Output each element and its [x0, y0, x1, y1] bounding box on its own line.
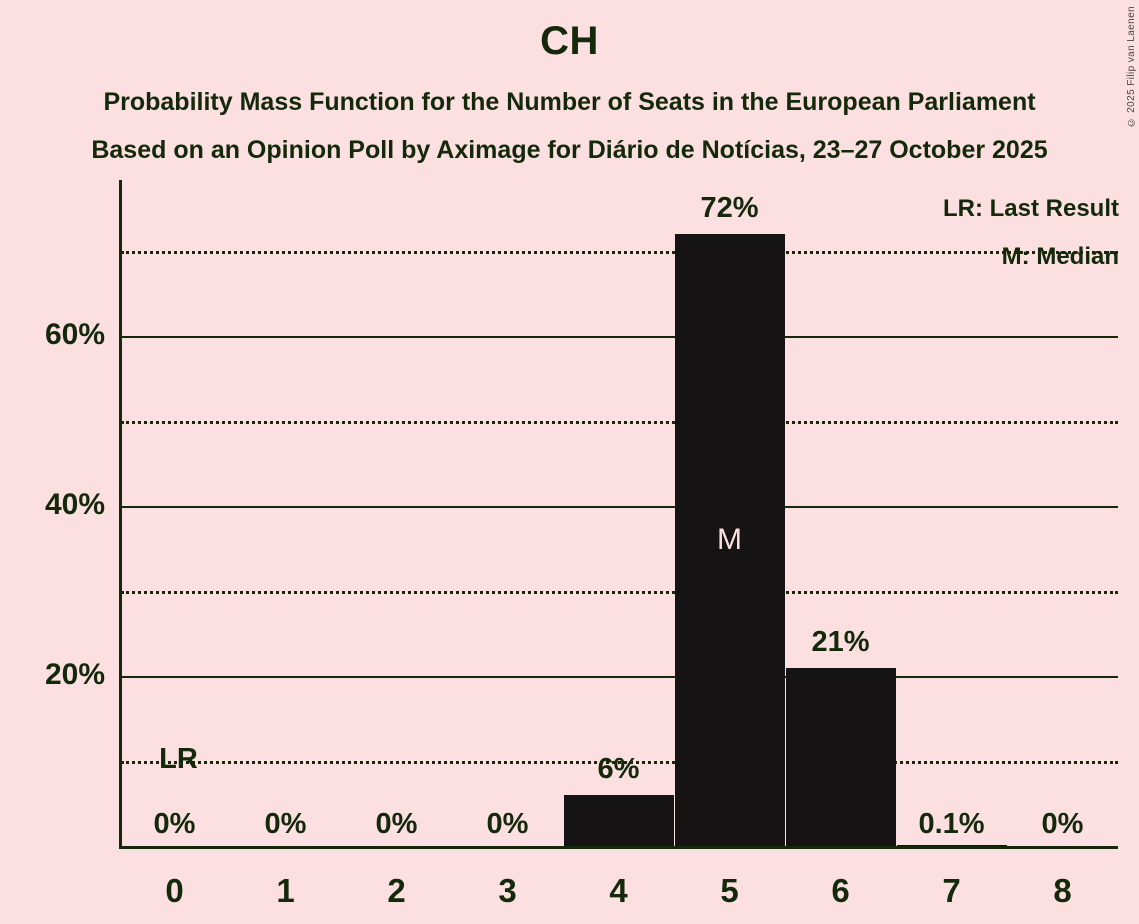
bar-value-label: 0%: [375, 808, 418, 840]
bar-value-label: 6%: [597, 753, 640, 785]
bar: [785, 667, 896, 846]
plot-area: 20% 40% 60% 0% 0% 0% 0% 6% 72% 21% 0.1% 0% LR M: [45, 180, 1118, 849]
gridline-major: [121, 676, 1118, 678]
y-tick-label: 20%: [44, 658, 105, 691]
gridline-minor: [121, 591, 1118, 594]
x-tick-label: 0: [165, 872, 184, 909]
gridline-minor: [121, 421, 1118, 424]
x-tick-label: 8: [1053, 872, 1072, 909]
x-axis-line: [119, 846, 1118, 849]
bar-value-label: 0%: [1041, 808, 1084, 840]
gridline-major: [121, 336, 1118, 338]
chart-title: CH: [540, 19, 599, 63]
bar: [674, 234, 785, 846]
chart-legend: LR: Last Result M: Median: [943, 185, 1119, 281]
bar: [563, 795, 674, 846]
legend-entry-median: M: Median: [1001, 243, 1119, 270]
gridline-minor: [121, 761, 1118, 764]
y-tick-label: 40%: [44, 488, 105, 521]
gridline-minor: [121, 251, 1118, 254]
bar: [896, 845, 1007, 846]
legend-entry-last-result: LR: Last Result: [942, 195, 1119, 222]
bar-value-label: 72%: [700, 192, 759, 224]
bar-value-label: 21%: [811, 625, 870, 658]
x-tick-label: 4: [609, 872, 628, 909]
bar-value-label: 0%: [486, 808, 529, 840]
x-tick-label: 7: [942, 872, 961, 909]
chart-subtitle-line-1: Probability Mass Function for the Number…: [103, 88, 1036, 116]
bar-value-label: 0%: [264, 808, 307, 840]
y-tick-label: 60%: [44, 318, 105, 351]
y-axis-line: [119, 180, 122, 849]
chart-subtitle-line-2: Based on an Opinion Poll by Aximage for …: [91, 136, 1048, 164]
x-tick-label: 2: [387, 872, 406, 909]
x-tick-label: 1: [276, 872, 295, 909]
gridline-major: [121, 506, 1118, 508]
bar-value-label: 0%: [153, 808, 196, 840]
copyright-notice: © 2025 Filip van Laenen: [1126, 6, 1137, 128]
bar-value-label: 0.1%: [918, 808, 985, 840]
x-tick-label: 5: [720, 872, 739, 909]
x-tick-label: 6: [831, 872, 850, 909]
x-tick-label: 3: [498, 872, 517, 909]
last-result-marker: LR: [159, 743, 198, 775]
median-marker: M: [717, 523, 742, 556]
